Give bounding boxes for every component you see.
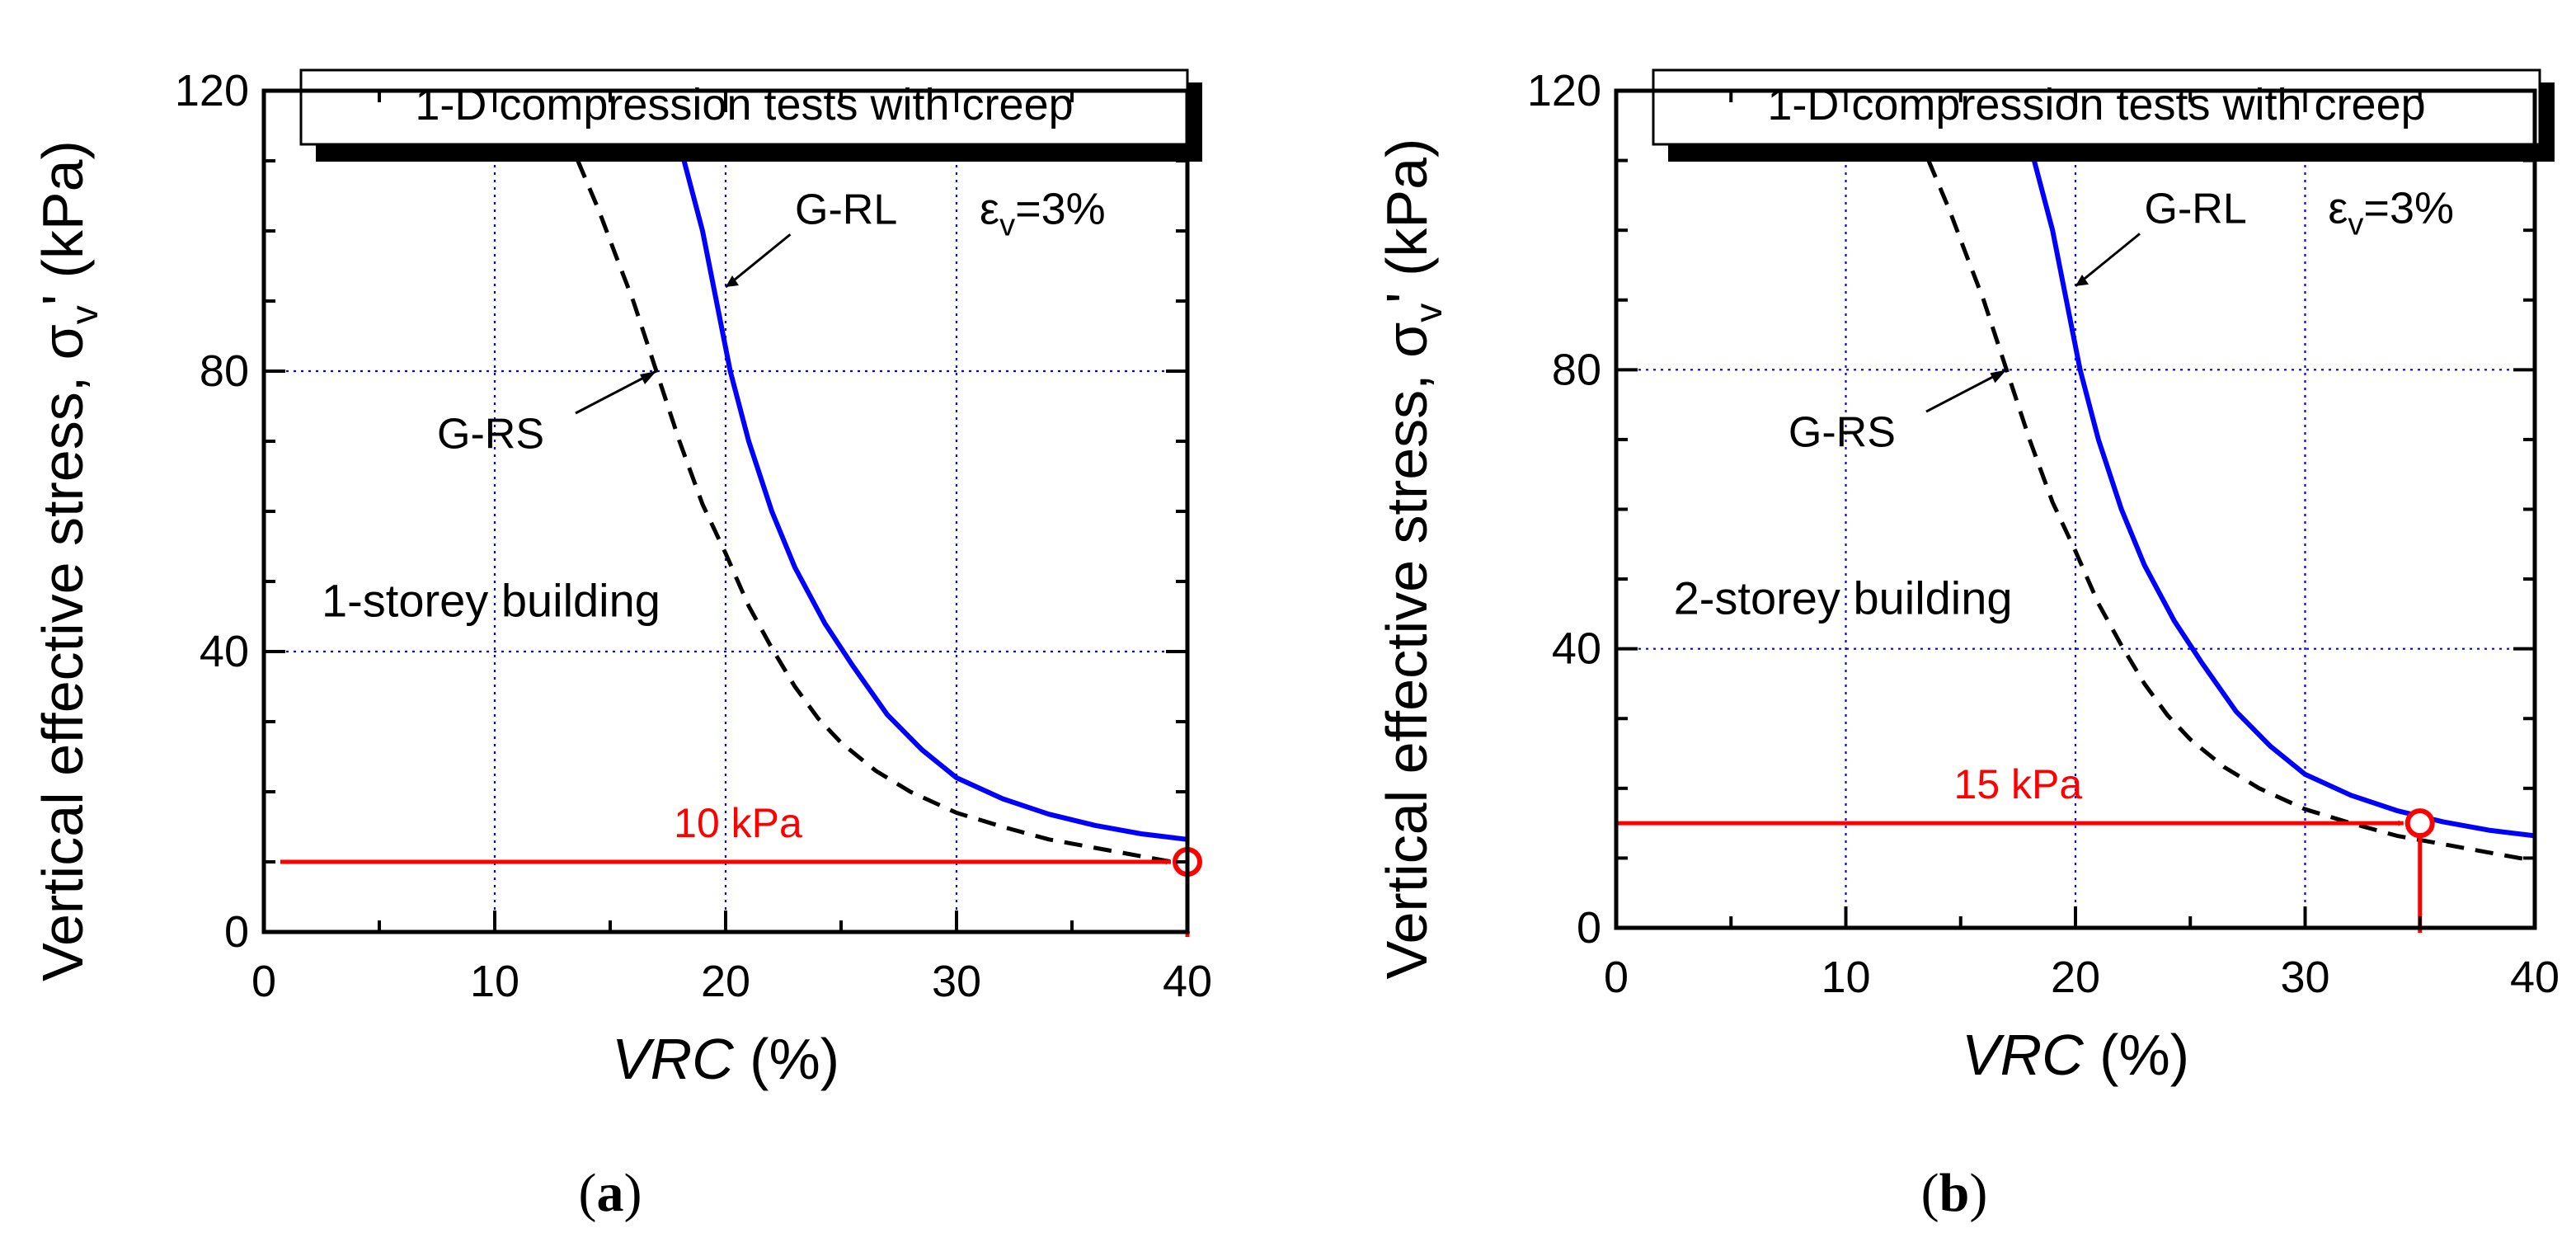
y-axis-label-main: Vertical effective stress, σ <box>31 324 95 981</box>
x-axis-label: VRC (%) <box>612 1027 839 1091</box>
series-g-rl-curve <box>681 160 1188 842</box>
annotation-g-rl-leader <box>725 233 792 289</box>
strain-value: =3% <box>2363 184 2454 233</box>
intersection-marker <box>2404 808 2435 839</box>
panel-label-letter: a <box>597 1163 624 1223</box>
panel-label-close: ) <box>624 1163 642 1223</box>
y-axis-label: Vertical effective stress, σv' (kPa) <box>31 140 106 981</box>
strain-sub: v <box>999 209 1015 243</box>
y-axis-label-tail: ' (kPa) <box>1375 139 1439 304</box>
panel-label: (a) <box>579 1163 642 1223</box>
y-tick-label: 80 <box>1552 345 1601 394</box>
x-tick-label: 0 <box>1604 953 1629 1002</box>
panel-label-letter: b <box>1939 1163 1970 1223</box>
y-tick-label: 0 <box>224 907 249 957</box>
x-tick-label: 0 <box>251 957 276 1006</box>
title-box <box>1652 68 2541 146</box>
y-axis-label-sub: v <box>1407 304 1450 322</box>
annotation-g-rs: G-RS <box>1789 408 1896 456</box>
x-axis-label-unit: (%) <box>734 1027 839 1091</box>
series-g-rs-curve <box>576 160 1188 867</box>
strain-value: =3% <box>1015 185 1106 234</box>
annotation-g-rl-arrowhead <box>2075 274 2089 286</box>
x-tick-label: 10 <box>470 957 519 1006</box>
stress-value-label: 15 kPa <box>1954 761 2083 807</box>
y-axis-label-sub: v <box>63 305 106 324</box>
y-tick-label: 80 <box>200 346 249 396</box>
title-box <box>299 68 1189 146</box>
x-tick-label: 40 <box>2510 953 2560 1002</box>
chart-title: 1-D compression tests with creep <box>1767 80 2425 129</box>
annotation-g-rl: G-RL <box>795 186 897 234</box>
x-axis-label-italic: VRC <box>1962 1023 2084 1087</box>
x-tick-label: 30 <box>932 957 981 1006</box>
strain-label: εv=3% <box>2328 184 2454 242</box>
strain-sub: v <box>2348 208 2363 242</box>
y-axis-label-tail: ' (kPa) <box>31 140 95 305</box>
annotation-g-rl: G-RL <box>2145 186 2247 233</box>
x-axis-label-unit: (%) <box>2084 1023 2189 1087</box>
strain-symbol: ε <box>2328 184 2348 233</box>
x-tick-label: 20 <box>701 957 750 1006</box>
panel-label-open: ( <box>579 1163 597 1223</box>
y-tick-label: 0 <box>1577 903 1601 953</box>
series-g-rl-curve <box>2031 159 2536 839</box>
building-label: 2-storey building <box>1674 572 2013 624</box>
y-axis-label: Vertical effective stress, σv' (kPa) <box>1375 139 1450 980</box>
x-axis-label: VRC (%) <box>1962 1023 2189 1087</box>
x-tick-label: 20 <box>2051 953 2100 1002</box>
y-tick-label: 40 <box>1552 624 1601 674</box>
strain-label: εv=3% <box>980 185 1106 243</box>
x-tick-label: 10 <box>1821 953 1870 1002</box>
annotation-g-rl-leader <box>2075 233 2141 287</box>
annotation-g-rs-arrowhead <box>640 371 656 384</box>
annotation-g-rl-arrowhead <box>726 275 739 287</box>
y-tick-label: 40 <box>200 627 249 676</box>
series-g-rs-curve <box>1926 159 2536 864</box>
x-tick-label: 40 <box>1163 957 1212 1006</box>
annotation-g-rs: G-RS <box>437 411 544 459</box>
y-tick-label: 120 <box>175 66 249 115</box>
x-axis-label-italic: VRC <box>612 1027 734 1091</box>
chart-panel-b: 15 kPa 1-D compression tests with creep 0 1… <box>1375 66 2560 1223</box>
panel-label-close: ) <box>1969 1163 1987 1223</box>
x-tick-label: 30 <box>2280 953 2329 1002</box>
strain-symbol: ε <box>980 185 999 234</box>
building-label: 1-storey building <box>322 575 660 627</box>
y-axis-label-main: Vertical effective stress, σ <box>1375 322 1439 980</box>
y-tick-label: 120 <box>1527 66 1601 115</box>
panel-label-open: ( <box>1921 1163 1939 1223</box>
annotation-g-rs-arrowhead <box>1990 369 2007 384</box>
chart-title: 1-D compression tests with creep <box>415 80 1073 129</box>
chart-panel-a: 10 kPa 1-D compression tests with creep 0 1… <box>31 66 1212 1223</box>
panel-label: (b) <box>1921 1163 1988 1223</box>
stress-value-label: 10 kPa <box>674 800 802 846</box>
